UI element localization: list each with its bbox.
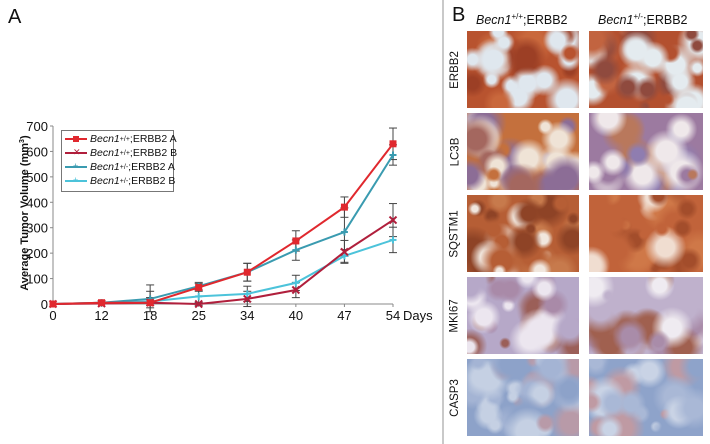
legend-swatch-plus-icon: + bbox=[65, 161, 87, 173]
data-point-square-icon bbox=[195, 283, 203, 291]
chart-legend: Becn1 +/+ ;ERBB2 A ✕ Becn1 +/+ ;ERBB2 B + Be… bbox=[61, 130, 177, 192]
legend-item-series-3: + Becn1 +/- ;ERBB2 B bbox=[62, 174, 175, 188]
ihc-row-label-mki67: MKI67 bbox=[449, 298, 461, 333]
y-tick-label: 600 bbox=[26, 144, 48, 159]
x-tick-label: 0 bbox=[49, 308, 56, 323]
ihc-column-header-heterozygous: Becn1+/-;ERBB2 bbox=[598, 12, 688, 27]
legend-swatch-square-icon bbox=[65, 133, 87, 145]
y-tick-label: 200 bbox=[26, 246, 48, 261]
ihc-image-mki67-col2 bbox=[589, 277, 703, 354]
ihc-image-sqstm1-col2 bbox=[589, 195, 703, 272]
x-axis-title: Days bbox=[403, 308, 433, 323]
panel-divider bbox=[442, 0, 444, 444]
data-point-square-icon bbox=[98, 299, 106, 307]
data-point-square-icon bbox=[49, 300, 57, 308]
legend-item-series-1: ✕ Becn1 +/+ ;ERBB2 B bbox=[62, 146, 177, 160]
y-tick-label: 300 bbox=[26, 221, 48, 236]
data-point-square-icon bbox=[389, 140, 397, 148]
x-tick-label: 40 bbox=[289, 308, 303, 323]
legend-item-series-2: + Becn1 +/- ;ERBB2 A bbox=[62, 160, 175, 174]
data-point-x-icon bbox=[291, 285, 301, 295]
y-tick-label: 500 bbox=[26, 170, 48, 185]
ihc-row-label-sqstm1: SQSTM1 bbox=[449, 209, 462, 258]
y-axis-title: Average Tumor Volume (mm3) bbox=[19, 135, 31, 291]
series-line-0 bbox=[52, 143, 394, 305]
x-tick-label: 25 bbox=[191, 308, 205, 323]
y-tick-label: 700 bbox=[26, 119, 48, 134]
ihc-image-erbb2-col1 bbox=[467, 31, 579, 108]
data-point-square-icon bbox=[243, 268, 251, 276]
y-tick-label: 0 bbox=[41, 297, 48, 312]
ihc-image-casp3-col2 bbox=[589, 359, 703, 436]
y-tick-label: 400 bbox=[26, 195, 48, 210]
data-point-x-icon bbox=[340, 247, 349, 257]
x-tick-label: 34 bbox=[240, 308, 254, 323]
data-point-square-icon bbox=[146, 299, 154, 307]
panel-b-letter: B bbox=[452, 4, 466, 26]
y-tick-label: 100 bbox=[26, 272, 48, 287]
data-point-square-icon bbox=[340, 203, 348, 211]
data-point-square-icon bbox=[292, 237, 300, 245]
x-tick-label: 12 bbox=[94, 308, 108, 323]
ihc-image-erbb2-col2 bbox=[589, 31, 703, 108]
ihc-row-label-erbb2: ERBB2 bbox=[449, 50, 461, 89]
ihc-image-casp3-col1 bbox=[467, 359, 579, 436]
data-point-x-icon bbox=[388, 215, 398, 225]
legend-swatch-x-icon: ✕ bbox=[65, 147, 87, 159]
ihc-image-lc3b-col1 bbox=[467, 113, 579, 190]
data-point-x-icon bbox=[194, 299, 203, 309]
ihc-image-sqstm1-col1 bbox=[467, 195, 579, 272]
ihc-image-mki67-col1 bbox=[467, 277, 579, 354]
x-tick-label: 54 bbox=[386, 308, 400, 323]
panel-a-letter: A bbox=[8, 6, 22, 28]
legend-item-series-0: Becn1 +/+ ;ERBB2 A bbox=[62, 132, 177, 146]
ihc-row-label-casp3: CASP3 bbox=[449, 378, 461, 417]
ihc-image-lc3b-col2 bbox=[589, 113, 703, 190]
data-point-x-icon bbox=[243, 294, 252, 304]
legend-swatch-plus-icon: + bbox=[65, 175, 87, 187]
x-tick-label: 47 bbox=[337, 308, 351, 323]
ihc-row-label-lc3b: LC3B bbox=[449, 137, 461, 166]
ihc-column-header-wildtype: Becn1+/+;ERBB2 bbox=[476, 12, 568, 27]
